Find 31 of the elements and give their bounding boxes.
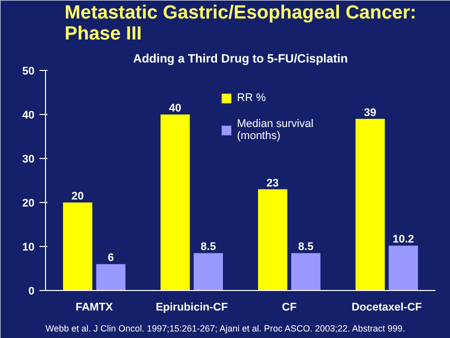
y-tick-label: 10 <box>22 242 35 254</box>
text: Webb et al. J Clin Oncol. 1997;15:261-267; Ajani et al. Proc ASCO. 2003;22. Abstract 999. <box>46 324 406 334</box>
bar <box>160 114 190 290</box>
bar <box>258 189 288 290</box>
bar <box>388 246 418 290</box>
data-label: 20 <box>72 190 84 202</box>
chart-title: Metastatic Gastric/Esophageal Cancer: Phase III <box>64 2 416 44</box>
x-tick-label: Epirubicin-CF <box>156 302 228 314</box>
data-label: 8.5 <box>200 241 216 254</box>
bar <box>291 253 320 290</box>
legend-label: Median survival (months) <box>237 118 314 142</box>
x-tick-label: Docetaxel-CF <box>352 302 422 314</box>
x-tick-label: CF <box>282 302 297 314</box>
bar <box>63 202 92 290</box>
y-tick-label: 30 <box>22 154 35 166</box>
data-label: 40 <box>169 102 182 114</box>
bar <box>96 264 126 290</box>
legend-label: RR % <box>237 92 266 104</box>
data-label: 23 <box>266 177 279 190</box>
data-label: 39 <box>364 106 376 119</box>
chart-subtitle: Adding a Third Drug to 5-FU/Cisplatin <box>133 52 348 66</box>
data-label: 10.2 <box>392 234 414 246</box>
y-tick-label: 20 <box>22 198 35 210</box>
x-tick-label: FAMTX <box>76 302 114 314</box>
bar <box>194 253 223 290</box>
data-label: 8.5 <box>298 241 314 254</box>
data-label: 6 <box>108 252 114 264</box>
y-tick-label: 40 <box>22 110 35 122</box>
y-tick-label: 0 <box>28 286 35 298</box>
bar <box>356 118 385 290</box>
y-tick-label: 50 <box>22 66 35 78</box>
